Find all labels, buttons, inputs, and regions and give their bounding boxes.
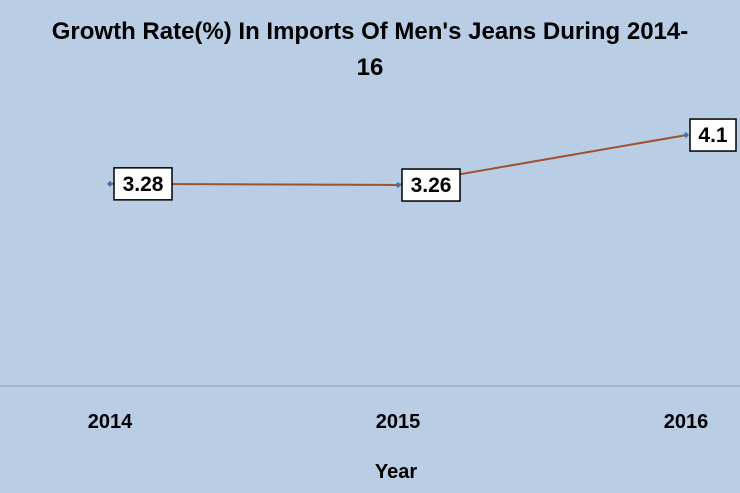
data-label-2015: 3.26 xyxy=(401,168,461,202)
data-label-box-2016 xyxy=(689,118,737,152)
x-tick-label-2014: 2014 xyxy=(88,411,133,433)
data-label-text-2015: 3.26 xyxy=(411,174,452,197)
data-label-text-2014: 3.28 xyxy=(123,173,164,196)
data-label-2016: 4.1 xyxy=(689,118,737,152)
chart-title-line2: 16 xyxy=(357,54,384,81)
x-tick-labels: 2014 2015 2016 xyxy=(88,411,709,433)
data-point-2015 xyxy=(395,182,401,189)
data-label-2014: 3.28 xyxy=(113,167,173,201)
chart-title-line1: Growth Rate(%) In Imports Of Men's Jeans… xyxy=(52,18,688,45)
data-point-2016 xyxy=(683,132,689,139)
x-tick-label-2015: 2015 xyxy=(376,411,421,433)
data-label-box-2015 xyxy=(401,168,461,202)
x-axis-label: Year xyxy=(375,461,417,483)
series-group xyxy=(107,132,689,189)
data-label-box-2014 xyxy=(113,167,173,201)
data-label-text-2016: 4.1 xyxy=(698,124,728,147)
x-tick-label-2016: 2016 xyxy=(664,411,709,433)
data-point-2014 xyxy=(107,180,113,187)
data-labels: 3.28 3.26 4.1 xyxy=(113,118,737,202)
